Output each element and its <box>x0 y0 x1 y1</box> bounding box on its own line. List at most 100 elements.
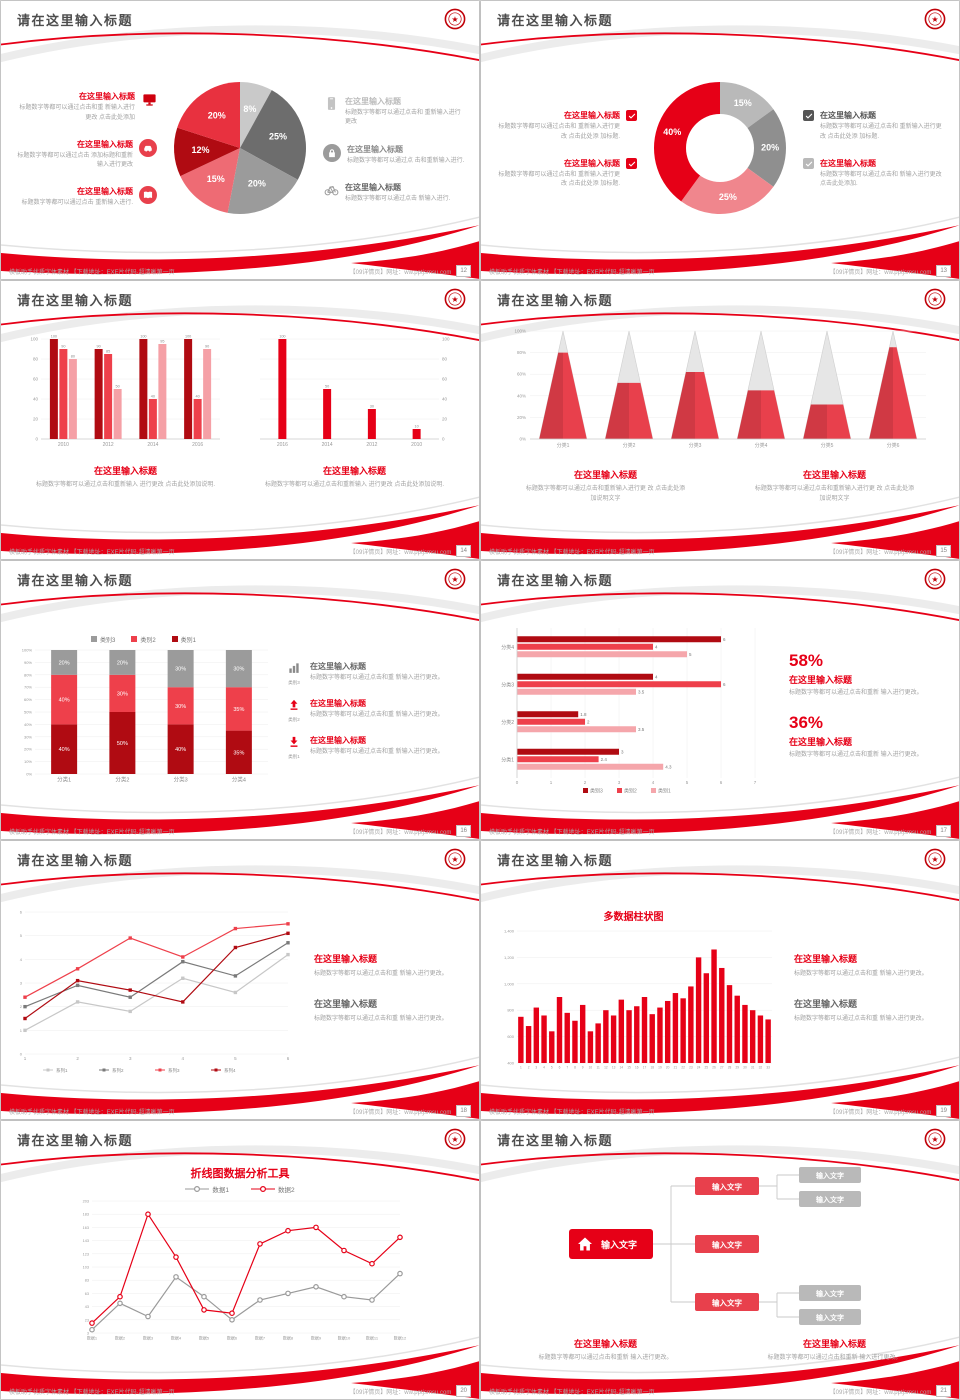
svg-text:2014: 2014 <box>147 442 158 448</box>
slide-page-13[interactable]: 请在这里输入标题 ★ 在这里输入标题 标题数字等都可以通过点击和 重新输入进行更改 点… <box>481 1 959 279</box>
svg-text:40%: 40% <box>175 747 186 753</box>
slide-footer: 模板助手优质字体素材 【下载地址：EXE片代码·超清晰第一页 【09详情页】网址：… <box>1 545 479 557</box>
svg-text:分类4: 分类4 <box>232 775 246 783</box>
page-number: 19 <box>936 1105 951 1117</box>
svg-text:103: 103 <box>83 1266 89 1270</box>
svg-text:100%: 100% <box>22 647 33 652</box>
svg-text:3: 3 <box>87 1332 89 1336</box>
svg-text:19: 19 <box>658 1065 662 1069</box>
svg-text:系列3: 系列3 <box>168 1067 180 1074</box>
stat-value: 58% <box>789 651 824 671</box>
svg-text:25%: 25% <box>719 192 737 202</box>
check-text: 在这里输入标题 标题数字等都可以通过点击和 重新输入进行更改 点击此处添 加标题. <box>495 158 620 190</box>
slide-page-14[interactable]: 请在这里输入标题 ★ 0 20 40 60 80 100 100 90 80 2010 90 85 50 20… <box>1 281 479 559</box>
svg-text:80: 80 <box>33 357 39 362</box>
svg-text:16: 16 <box>635 1065 639 1069</box>
svg-text:80%: 80% <box>517 350 526 355</box>
svg-text:90: 90 <box>205 345 209 349</box>
logo-seal-icon: ★ <box>444 1128 466 1150</box>
svg-text:数据8: 数据8 <box>283 1335 294 1341</box>
svg-text:25%: 25% <box>269 131 287 141</box>
footer-right-text: 【09详情页】网址：ww.pptjsmsu.com <box>349 269 452 276</box>
footer-left-text: 模板助手优质字体素材 【下载地址：EXE片代码·超清晰第一页 <box>489 549 655 556</box>
svg-text:40%: 40% <box>24 721 32 726</box>
slide-page-17[interactable]: 请在这里输入标题 ★ 0 1 2 3 4 5 6 7 6 4 5 分类4 4 6 3.5 分类3 1.8 2 3.5 分类… <box>481 561 959 839</box>
svg-text:系列1: 系列1 <box>56 1067 68 1074</box>
slide-page-18[interactable]: 请在这里输入标题 ★ 0 1 2 3 4 5 6 1 2 3 4 5 6 系列1 系列2 系列3 系列4 在这里输入标… <box>1 841 479 1119</box>
svg-text:分类4: 分类4 <box>755 442 768 449</box>
check-item: 在这里输入标题 标题数字等都可以通过点击和 新输入进行更改 点击此处添加. <box>803 158 945 190</box>
stat-desc: 标题数字等都可以通过点击和重新 输入进行更改。 <box>789 690 923 697</box>
svg-text:21: 21 <box>674 1065 678 1069</box>
svg-text:★: ★ <box>451 295 458 304</box>
svg-text:2: 2 <box>76 1056 79 1061</box>
text-heading: 在这里输入标题 <box>314 999 378 1009</box>
check-desc: 标题数字等都可以通过点击和 重新输入进行更改 点击此处添 加标题. <box>820 124 942 140</box>
svg-text:★: ★ <box>451 855 458 864</box>
svg-text:分类1: 分类1 <box>557 442 570 449</box>
svg-text:6: 6 <box>720 780 723 785</box>
phone-icon <box>327 97 335 111</box>
slide-title: 请在这里输入标题 <box>497 293 614 308</box>
svg-text:分类2: 分类2 <box>623 442 636 449</box>
svg-text:0: 0 <box>35 437 38 442</box>
slide-page-16[interactable]: 请在这里输入标题 ★ 类别3 类别2 类别1 0% 10% 20% 30% 40% 50% 60% 70… <box>1 561 479 839</box>
svg-text:90%: 90% <box>24 659 32 664</box>
slide-title: 请在这里输入标题 <box>497 853 614 868</box>
svg-text:5: 5 <box>686 780 689 785</box>
feature-title: 在这里输入标题 <box>77 187 133 197</box>
svg-text:13: 13 <box>612 1065 616 1069</box>
feature-desc: 标题数字等都可以通过点击 重新输入进行. <box>21 200 133 207</box>
feature-text: 在这里输入标题 标题数字等都可以通过点击和重 新输入进行更改 点击此处添加 <box>15 91 135 123</box>
svg-text:183: 183 <box>83 1213 89 1217</box>
icon-caption: 类别1 <box>288 753 300 759</box>
svg-text:27: 27 <box>720 1065 724 1069</box>
slide-content: 0 20 40 60 80 100 100 90 80 2010 90 85 50 2012 100 40 95… <box>11 325 469 535</box>
slide-page-15[interactable]: 请在这里输入标题 ★ 100% 80% 60% 40% 20% 0% 分类1 分类2 分类3 分类4 分… <box>481 281 959 559</box>
text-desc: 标题数字等都可以通过点击和重 新输入进行更改。 <box>314 1016 448 1022</box>
book-icon-wrap <box>139 186 157 205</box>
svg-text:2: 2 <box>528 1065 530 1069</box>
svg-text:95: 95 <box>160 340 164 344</box>
svg-text:80%: 80% <box>24 672 32 677</box>
svg-text:23: 23 <box>689 1065 693 1069</box>
svg-text:★: ★ <box>931 295 938 304</box>
text-column: 在这里输入标题 标题数字等都可以通过点击和重 新输入进行更改。 在这里输入标题 标题数… <box>784 938 949 1042</box>
school-logo: ★ <box>444 1128 466 1150</box>
slide-title: 请在这里输入标题 <box>497 1133 614 1148</box>
footer-right-text: 【09详情页】网址：ww.pptjsmsu.com <box>349 1389 452 1396</box>
legend-item: 类别2 <box>131 635 156 644</box>
legend-swatch <box>90 636 97 642</box>
item-title: 在这里输入标题 <box>310 698 366 708</box>
category-item: 类别3 在这里输入标题 标题数字等都可以通过点击和重 新输入进行更改。 <box>284 661 467 686</box>
svg-text:35%: 35% <box>233 706 244 712</box>
svg-text:20%: 20% <box>117 660 128 666</box>
svg-text:15%: 15% <box>734 97 752 107</box>
page-number: 16 <box>456 825 471 837</box>
legend-marker-icon <box>251 1185 275 1193</box>
slide-page-20[interactable]: 请在这里输入标题 ★ 折线图数据分析工具 数据1 数据2 203 183 163 143 123 1… <box>1 1121 479 1399</box>
check-icon <box>805 161 812 167</box>
slide-page-12[interactable]: 请在这里输入标题 ★ 在这里输入标题 标题数字等都可以通过点击和重 新输入进行更改 点… <box>1 1 479 279</box>
svg-text:9: 9 <box>582 1065 584 1069</box>
slide-footer: 模板助手优质字体素材 【下载地址：EXE片代码·超清晰第一页 【09详情页】网址：… <box>481 1385 959 1397</box>
svg-text:6: 6 <box>723 682 726 687</box>
svg-text:24: 24 <box>697 1065 701 1069</box>
text-block: 在这里输入标题 标题数字等都可以通过点击和重新 输入进行更改。 <box>738 1331 930 1364</box>
svg-text:★: ★ <box>451 575 458 584</box>
feature-item: 在这里输入标题 标题数字等都可以通过点击和 重新输入进行更改 <box>323 96 465 128</box>
slide-page-21[interactable]: 请在这里输入标题 ★ 输入文字 输入文字 输入文字 输入文字 输入文字 输入文字 输入文字 输入文… <box>481 1121 959 1399</box>
check-text: 在这里输入标题 标题数字等都可以通过点击和 新输入进行更改 点击此处添加. <box>820 158 945 190</box>
svg-text:40: 40 <box>195 395 199 399</box>
cone-texts: 在这里输入标题 标题数字等都可以通过点击和重新输入进行更 改 点击此处添加说明文字… <box>491 462 949 504</box>
svg-text:5: 5 <box>551 1065 553 1069</box>
footer-left-text: 模板助手优质字体素材 【下载地址：EXE片代码·超清晰第一页 <box>489 1109 655 1116</box>
slide-page-19[interactable]: 请在这里输入标题 ★ 多数据柱状图 1,400 1,200 1,000 800 600 400 1… <box>481 841 959 1119</box>
svg-text:2012: 2012 <box>366 442 377 448</box>
svg-text:30: 30 <box>743 1065 747 1069</box>
text-block: 在这里输入标题 标题数字等都可以通过点击和重新输入进行更 改 点击此处添加说明文字 <box>509 462 701 504</box>
feature-item: 在这里输入标题标题数字等都可以通过点击 重新输入进行. <box>15 186 157 208</box>
